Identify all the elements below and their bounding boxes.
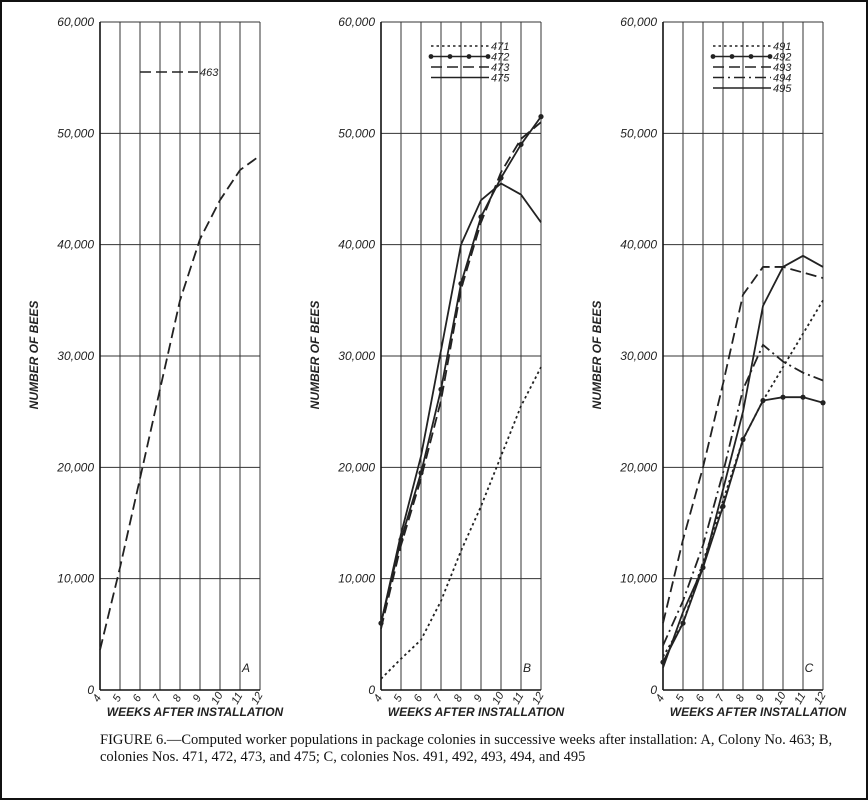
data-point xyxy=(680,620,686,626)
x-axis-label: WEEKS AFTER INSTALLATION xyxy=(670,705,847,719)
legend-label: 494 xyxy=(773,73,791,85)
x-tick-label: 7 xyxy=(151,692,165,704)
y-tick-label: 20,000 xyxy=(337,460,375,474)
x-tick-label: 9 xyxy=(191,693,204,704)
x-tick-label: 8 xyxy=(734,692,748,704)
y-tick-label: 30,000 xyxy=(57,349,94,363)
legend-label: 472 xyxy=(491,52,509,64)
y-tick-label: 20,000 xyxy=(619,460,657,474)
data-point xyxy=(760,397,766,404)
legend-marker xyxy=(428,54,434,59)
y-tick-label: 40,000 xyxy=(57,238,94,252)
y-tick-label: 50,000 xyxy=(338,126,375,140)
y-tick-label: 10,000 xyxy=(57,572,94,586)
legend-label: 495 xyxy=(773,83,792,95)
legend-marker xyxy=(710,54,716,59)
x-tick-label: 5 xyxy=(674,692,688,704)
x-tick-label: 7 xyxy=(714,692,728,704)
legend-label: 475 xyxy=(491,73,510,85)
legend-marker xyxy=(485,54,491,59)
x-tick-label: 7 xyxy=(432,692,446,704)
y-axis-label: NUMBER OF BEES xyxy=(308,301,322,410)
x-tick-label: 12 xyxy=(812,690,829,707)
data-line xyxy=(380,121,542,629)
data-point xyxy=(720,503,726,509)
legend-label: 473 xyxy=(491,62,510,74)
x-tick-label: 11 xyxy=(510,691,526,707)
data-point xyxy=(518,141,524,148)
x-tick-label: 8 xyxy=(452,692,466,704)
x-tick-label: 9 xyxy=(754,693,767,704)
panel: 0 10,000 20,000 30,000 40,000 50,000 60,000 4 5 6… xyxy=(308,15,565,719)
x-tick-label: 5 xyxy=(111,692,125,704)
legend-label: 492 xyxy=(773,52,791,64)
y-tick-label: 20,000 xyxy=(56,460,94,474)
y-axis-label: NUMBER OF BEES xyxy=(27,301,41,410)
data-line xyxy=(662,343,824,646)
data-point xyxy=(780,394,786,400)
y-tick-label: 60,000 xyxy=(57,15,94,29)
x-axis-label: WEEKS AFTER INSTALLATION xyxy=(107,705,284,719)
data-point xyxy=(740,436,746,443)
y-tick-label: 10,000 xyxy=(620,572,657,586)
x-tick-label: 4 xyxy=(91,693,104,704)
y-tick-label: 0 xyxy=(650,683,657,697)
panel: 0 10,000 20,000 30,000 40,000 50,000 60,000 4 5 6… xyxy=(27,15,284,719)
data-line xyxy=(380,182,542,624)
x-tick-label: 11 xyxy=(792,691,808,707)
y-tick-label: 30,000 xyxy=(620,349,657,363)
x-tick-label: 5 xyxy=(392,692,406,704)
panel-letter: C xyxy=(805,661,814,675)
y-tick-label: 0 xyxy=(368,683,375,697)
y-tick-label: 60,000 xyxy=(338,15,375,29)
legend-label: 491 xyxy=(773,41,791,53)
legend-marker xyxy=(767,54,773,59)
x-tick-label: 9 xyxy=(472,693,485,704)
data-line xyxy=(662,266,824,624)
y-axis-label: NUMBER OF BEES xyxy=(590,301,604,410)
data-line xyxy=(99,154,261,651)
legend-label: 493 xyxy=(773,62,792,74)
y-tick-label: 50,000 xyxy=(57,126,94,140)
x-tick-label: 6 xyxy=(694,692,708,704)
y-tick-label: 60,000 xyxy=(620,15,657,29)
panel-letter: B xyxy=(523,661,531,675)
data-point xyxy=(538,114,544,120)
data-point xyxy=(800,394,806,400)
y-tick-label: 10,000 xyxy=(338,572,375,586)
y-tick-label: 40,000 xyxy=(338,238,375,252)
legend-marker xyxy=(748,54,754,59)
x-tick-label: 4 xyxy=(372,693,385,704)
legend-label: 471 xyxy=(491,41,509,53)
x-tick-label: 6 xyxy=(131,692,145,704)
legend-marker xyxy=(447,54,453,59)
legend-label: 463 xyxy=(200,67,219,79)
y-tick-label: 0 xyxy=(87,683,94,697)
x-tick-label: 12 xyxy=(530,690,547,707)
x-tick-label: 8 xyxy=(171,692,185,704)
panel-letter: A xyxy=(241,661,250,675)
x-tick-label: 4 xyxy=(654,693,667,704)
data-point xyxy=(820,400,826,406)
x-tick-label: 11 xyxy=(229,691,245,707)
y-tick-label: 30,000 xyxy=(338,349,375,363)
data-line xyxy=(662,254,824,669)
caption: FIGURE 6.—Computed worker populations in… xyxy=(100,732,833,765)
y-tick-label: 40,000 xyxy=(620,238,657,252)
data-line xyxy=(380,366,542,680)
x-tick-label: 6 xyxy=(412,692,426,704)
y-tick-label: 50,000 xyxy=(620,126,657,140)
x-tick-label: 12 xyxy=(249,690,266,707)
x-axis-label: WEEKS AFTER INSTALLATION xyxy=(388,705,565,719)
legend-marker xyxy=(729,54,735,59)
panel: 0 10,000 20,000 30,000 40,000 50,000 60,000 4 5 6… xyxy=(590,15,847,719)
legend-marker xyxy=(466,54,472,59)
